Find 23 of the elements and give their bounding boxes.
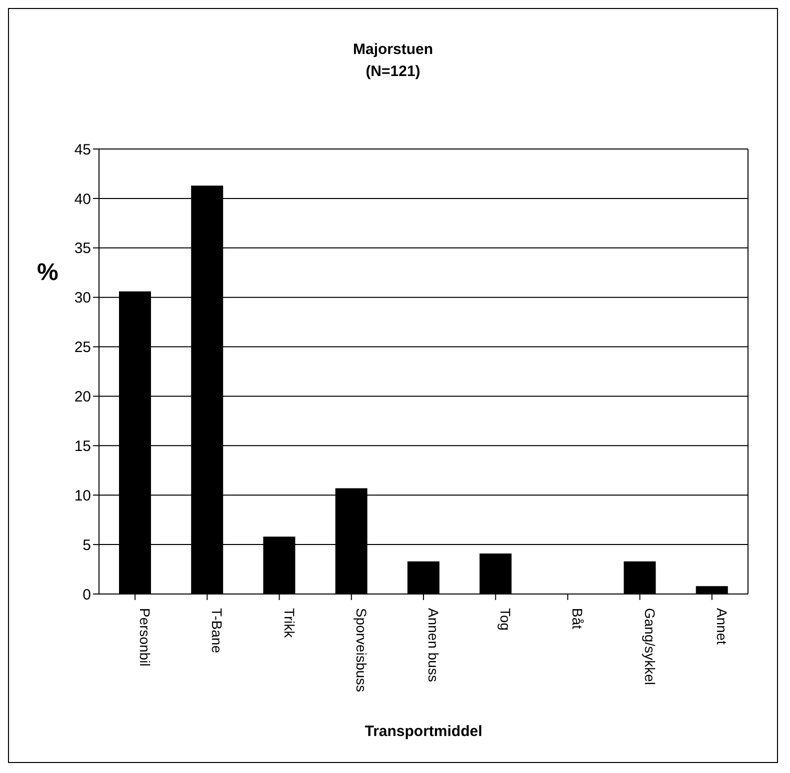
x-tick-label: Annen buss bbox=[426, 608, 442, 682]
y-tick-label: 0 bbox=[82, 586, 91, 604]
x-tick-label: Gang/sykkel bbox=[642, 608, 658, 686]
y-tick-label: 40 bbox=[74, 190, 91, 208]
x-tick-label: Båt bbox=[570, 608, 586, 630]
x-tick-label: Tog bbox=[498, 608, 514, 631]
y-tick-label: 45 bbox=[74, 141, 91, 158]
chart-title: Majorstuen bbox=[352, 40, 434, 60]
x-tick-label: Annet bbox=[714, 608, 730, 645]
y-tick-label: 35 bbox=[74, 240, 91, 258]
y-tick-label: 25 bbox=[74, 339, 91, 356]
y-tick-label: 15 bbox=[74, 438, 91, 455]
x-tick-label: Trikk bbox=[281, 608, 298, 639]
x-tick-label: Sporveisbuss bbox=[353, 608, 370, 692]
x-axis-title: Transportmiddel bbox=[364, 723, 482, 740]
y-axis-title: % bbox=[37, 259, 58, 287]
chart-subtitle: (N=121) bbox=[364, 62, 422, 82]
x-tick-label: Personbil bbox=[137, 608, 154, 666]
y-tick-label: 10 bbox=[74, 487, 91, 504]
x-tick-label: T-Bane bbox=[209, 608, 226, 654]
y-tick-label: 30 bbox=[74, 290, 91, 307]
y-tick-label: 20 bbox=[74, 388, 91, 406]
y-tick-label: 5 bbox=[82, 536, 91, 554]
